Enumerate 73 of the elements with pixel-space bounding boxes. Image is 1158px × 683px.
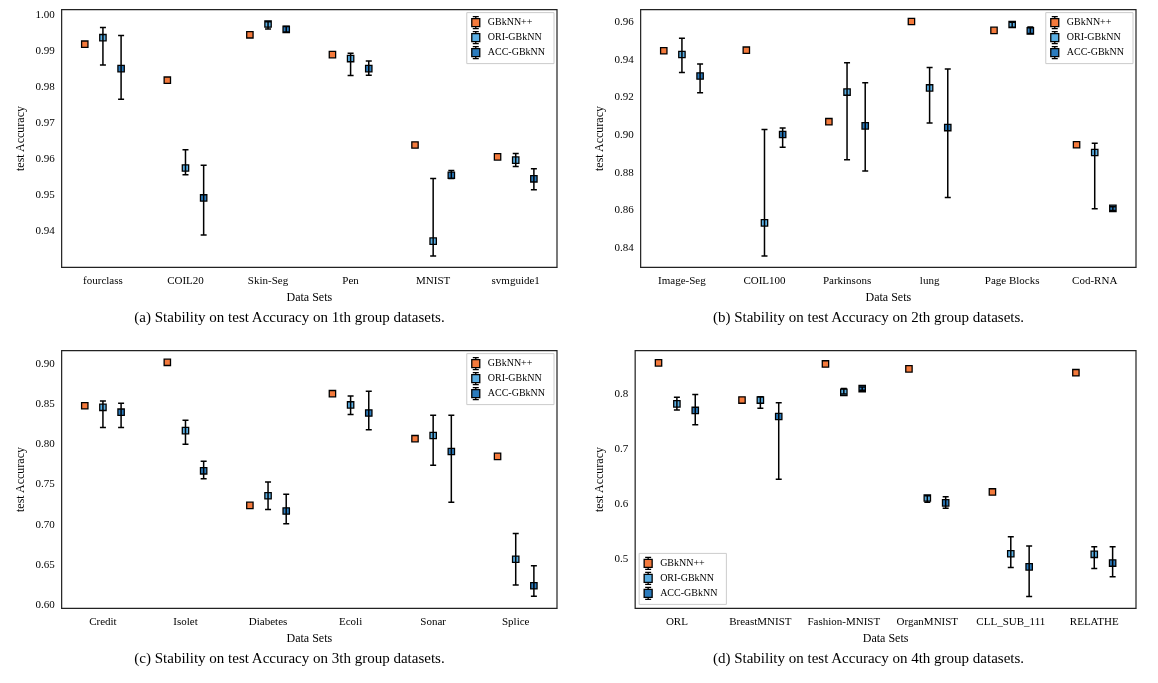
x-axis-title: Data Sets — [865, 289, 912, 304]
y-tick-label: 0.75 — [35, 477, 56, 490]
legend-label: GBkNN++ — [660, 557, 706, 569]
x-tick-label: Cod-RNA — [1072, 273, 1118, 286]
legend-label: ORI-GBkNN — [1066, 31, 1121, 43]
x-tick-label: MNIST — [416, 273, 451, 286]
x-tick-label: Parkinsons — [822, 273, 872, 286]
legend-label: GBkNN++ — [487, 16, 533, 28]
x-axis-title: Data Sets — [286, 630, 333, 645]
x-tick-label: svmguide1 — [491, 273, 540, 286]
x-tick-label: Skin-Seg — [247, 273, 289, 286]
x-tick-label: fourclass — [83, 273, 123, 286]
y-tick-label: 0.8 — [614, 387, 629, 400]
x-tick-label: Splice — [501, 614, 530, 627]
y-tick-label: 0.92 — [614, 90, 634, 103]
x-tick-label: Fashion-MNIST — [807, 614, 881, 627]
y-tick-label: 0.96 — [35, 151, 56, 164]
legend-label: ORI-GBkNN — [660, 572, 715, 584]
y-tick-label: 0.7 — [614, 442, 629, 455]
x-axis-title: Data Sets — [286, 289, 333, 304]
y-tick-label: 0.5 — [614, 551, 629, 564]
legend-label: ACC-GBkNN — [1066, 46, 1125, 58]
y-tick-label: 0.90 — [35, 356, 56, 369]
x-tick-label: BreastMNIST — [729, 614, 792, 627]
x-tick-label: CLL_SUB_111 — [976, 614, 1046, 627]
y-tick-label: 0.86 — [614, 203, 635, 216]
y-tick-label: 0.99 — [35, 43, 56, 56]
text: (d) Stability on test Accuracy on 4th group datasets. — [711, 650, 1026, 667]
y-tick-label: 0.94 — [614, 52, 635, 65]
y-axis-title: test Accuracy — [13, 106, 28, 171]
x-tick-label: lung — [919, 273, 940, 286]
x-tick-label: Diabetes — [248, 614, 288, 627]
x-tick-label: Isolet — [173, 614, 198, 627]
x-tick-label: ORL — [665, 614, 689, 627]
y-tick-label: 0.96 — [614, 14, 635, 27]
y-axis-title: test Accuracy — [592, 106, 607, 171]
x-tick-label: COIL20 — [167, 273, 205, 286]
text: (a) Stability on test Accuracy on 1th group datasets. — [133, 309, 446, 326]
y-tick-label: 0.88 — [614, 165, 635, 178]
legend-label: ORI-GBkNN — [487, 372, 542, 384]
legend-label: ACC-GBkNN — [487, 46, 546, 58]
x-tick-label: Sonar — [420, 614, 447, 627]
legend-label: GBkNN++ — [1066, 16, 1112, 28]
legend-label: ACC-GBkNN — [487, 387, 546, 399]
x-tick-label: Page Blocks — [984, 273, 1040, 286]
y-tick-label: 0.6 — [614, 496, 629, 509]
x-axis-title: Data Sets — [862, 630, 909, 645]
x-tick-label: Ecoli — [338, 614, 363, 627]
y-tick-label: 0.80 — [35, 437, 56, 450]
x-tick-label: OrganMNIST — [896, 614, 959, 627]
y-tick-label: 0.95 — [35, 187, 56, 200]
y-tick-label: 0.94 — [35, 223, 56, 236]
legend-label: ACC-GBkNN — [660, 587, 718, 599]
x-tick-label: RELATHE — [1069, 614, 1119, 627]
y-tick-label: 0.65 — [35, 557, 56, 570]
y-axis-title: test Accuracy — [592, 447, 607, 512]
text: (c) Stability on test Accuracy on 3th group datasets. — [133, 650, 446, 667]
y-tick-label: 0.85 — [35, 397, 56, 410]
x-tick-label: Image-Seg — [658, 273, 707, 286]
y-tick-label: 0.60 — [35, 597, 56, 610]
text: (b) Stability on test Accuracy on 2th group datasets. — [711, 309, 1026, 326]
y-tick-label: 0.97 — [35, 115, 56, 128]
legend-label: ORI-GBkNN — [487, 31, 542, 43]
y-tick-label: 0.84 — [614, 241, 635, 254]
x-tick-label: Credit — [89, 614, 117, 627]
y-tick-label: 0.98 — [35, 79, 56, 92]
y-tick-label: 1.00 — [35, 7, 56, 20]
y-tick-label: 0.90 — [614, 127, 635, 140]
y-axis-title: test Accuracy — [13, 447, 28, 512]
y-tick-label: 0.70 — [35, 517, 56, 530]
x-tick-label: Pen — [342, 273, 360, 286]
x-tick-label: COIL100 — [743, 273, 787, 286]
legend-label: GBkNN++ — [487, 357, 533, 369]
